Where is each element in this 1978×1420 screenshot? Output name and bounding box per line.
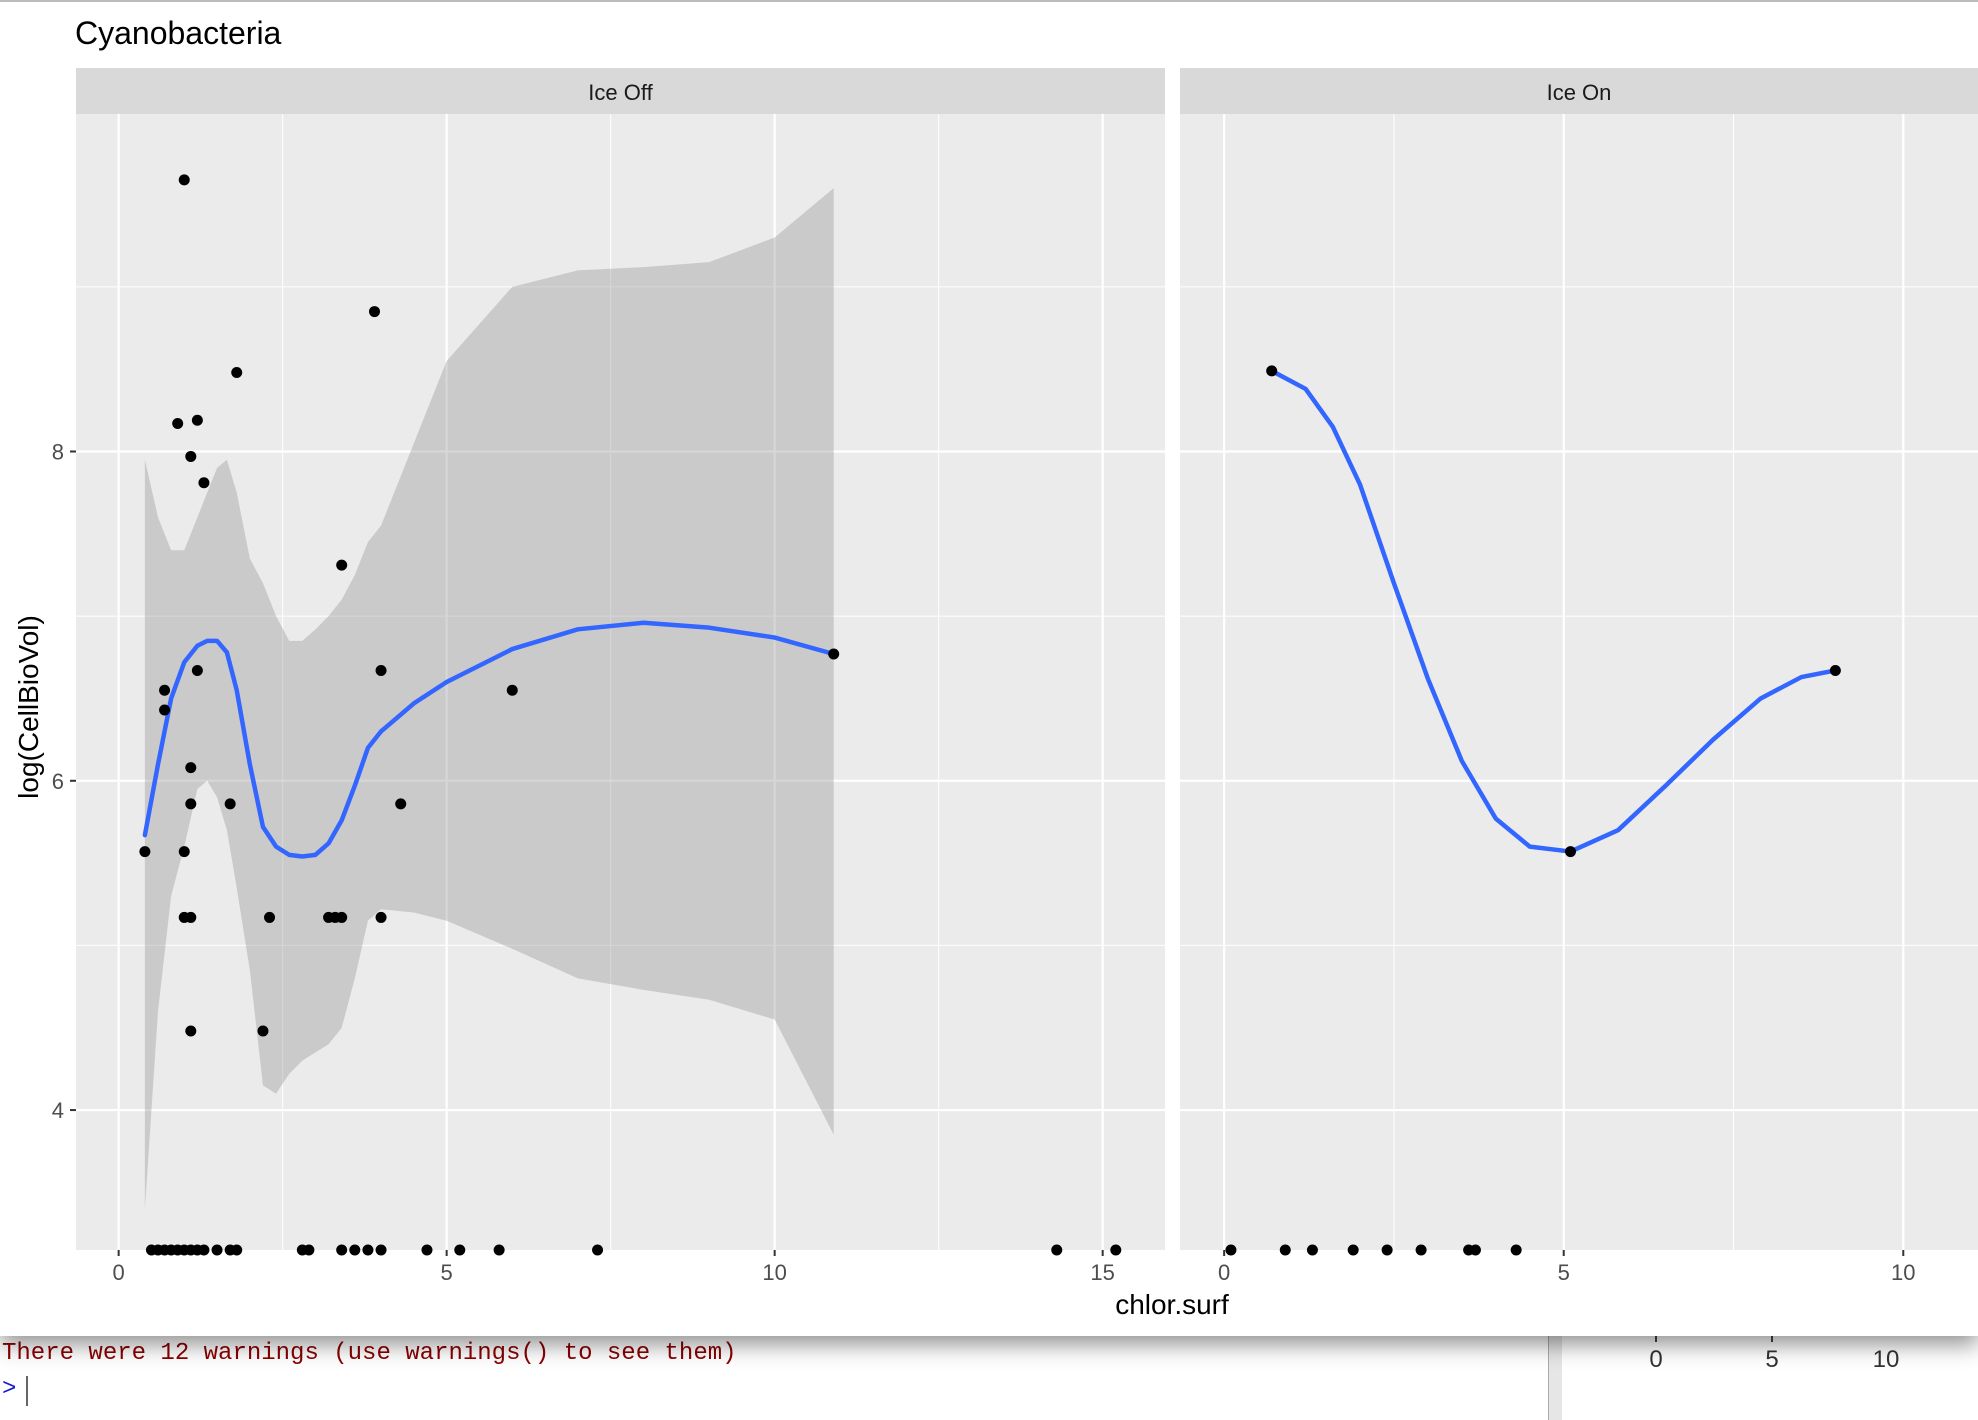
data-point — [454, 1244, 466, 1256]
background-plot-tick-label: 10 — [1872, 1346, 1900, 1373]
data-point — [1381, 1244, 1393, 1256]
data-point — [1415, 1244, 1427, 1256]
data-point — [178, 174, 190, 186]
data-point — [185, 911, 197, 923]
data-point — [1266, 365, 1278, 377]
data-point — [349, 1244, 361, 1256]
data-point — [1565, 846, 1577, 858]
panel-ice-off: Ice Off 0 5 10 15 — [76, 68, 1165, 1285]
data-point — [1469, 1244, 1481, 1256]
data-point — [1225, 1244, 1237, 1256]
data-point — [257, 1025, 269, 1037]
data-point — [375, 1244, 387, 1256]
data-point — [828, 648, 840, 660]
x-tick-label: 5 — [1558, 1260, 1570, 1285]
facet-strip — [1180, 68, 1978, 114]
data-point — [375, 664, 387, 676]
data-point — [1510, 1244, 1522, 1256]
console-prompt: > — [2, 1376, 17, 1403]
smooth-line — [1269, 368, 1838, 854]
data-point — [211, 1244, 223, 1256]
data-point — [1110, 1244, 1122, 1256]
data-point — [592, 1244, 604, 1256]
data-point — [159, 684, 171, 696]
x-tick-label: 5 — [441, 1260, 453, 1285]
data-point — [1347, 1244, 1359, 1256]
r-console[interactable]: There were 12 warnings (use warnings() t… — [0, 1334, 1548, 1420]
data-point — [1279, 1244, 1291, 1256]
x-axis-label: chlor.surf — [1115, 1289, 1229, 1320]
y-tick-label: 6 — [52, 769, 64, 794]
x-tick-label: 0 — [113, 1260, 125, 1285]
data-point — [362, 1244, 374, 1256]
chart-title: Cyanobacteria — [75, 15, 282, 51]
x-tick-label: 10 — [762, 1260, 786, 1285]
data-point — [493, 1244, 505, 1256]
background-plot-tick-label: 0 — [1649, 1346, 1663, 1373]
text-cursor — [26, 1376, 28, 1406]
panel-ice-on: Ice On 0 5 10 — [1180, 68, 1978, 1285]
confidence-ribbon — [144, 188, 834, 1209]
console-warning: There were 12 warnings (use warnings() t… — [2, 1340, 737, 1367]
data-point — [185, 798, 197, 810]
data-point — [198, 1244, 210, 1256]
data-point — [336, 559, 348, 571]
panel-background — [1180, 114, 1978, 1250]
panel-background — [76, 114, 1165, 1250]
data-point — [1306, 1244, 1318, 1256]
data-point — [185, 450, 197, 462]
data-point — [159, 704, 171, 716]
data-point — [368, 306, 380, 318]
data-point — [224, 798, 236, 810]
x-tick-label: 0 — [1218, 1260, 1230, 1285]
data-point — [191, 664, 203, 676]
facet-strip — [76, 68, 1165, 114]
data-point — [1051, 1244, 1063, 1256]
data-point — [185, 1025, 197, 1037]
facet-strip-label: Ice On — [1547, 80, 1612, 105]
data-point — [178, 846, 190, 858]
data-point — [185, 762, 197, 774]
data-point — [375, 911, 387, 923]
plot-window: Cyanobacteria log(CellBioVol) chlor.surf… — [0, 0, 1978, 1336]
background-plot-tick-label: 5 — [1765, 1346, 1779, 1373]
data-point — [139, 846, 151, 858]
data-point — [231, 366, 243, 378]
data-point — [172, 418, 184, 430]
background-plot-tick — [1771, 1334, 1773, 1342]
data-point — [336, 1244, 348, 1256]
data-point — [506, 684, 518, 696]
x-tick-label: 15 — [1090, 1260, 1114, 1285]
y-axis: 4 6 8 — [52, 440, 76, 1123]
data-point — [231, 1244, 243, 1256]
data-point — [264, 911, 276, 923]
y-axis-label: log(CellBioVol) — [13, 615, 44, 799]
data-point — [336, 911, 348, 923]
data-point — [303, 1244, 315, 1256]
facet-strip-label: Ice Off — [588, 80, 653, 105]
y-tick-label: 4 — [52, 1098, 64, 1123]
smooth-line — [142, 620, 836, 859]
data-point — [198, 477, 210, 489]
data-point — [421, 1244, 433, 1256]
data-point — [395, 798, 407, 810]
data-point — [1829, 664, 1841, 676]
background-plot-tick — [1655, 1334, 1657, 1342]
x-tick-label: 10 — [1891, 1260, 1915, 1285]
data-point — [191, 414, 203, 426]
cyanobacteria-chart: Cyanobacteria log(CellBioVol) chlor.surf… — [13, 15, 1978, 1320]
background-plot-pane: 0 5 10 — [1562, 1334, 1978, 1420]
y-tick-label: 8 — [52, 440, 64, 465]
